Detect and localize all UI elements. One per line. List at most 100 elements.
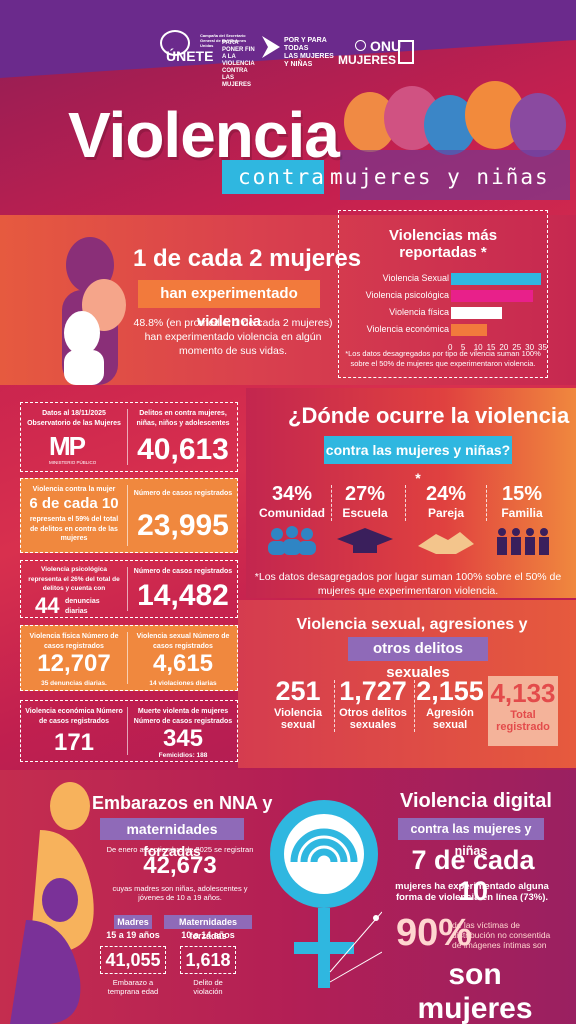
where-separator	[331, 485, 332, 521]
un-emblem-icon	[355, 40, 366, 51]
bar	[451, 273, 541, 285]
maternidades-number: 1,618	[180, 946, 236, 974]
family-icon	[497, 528, 549, 555]
digital-pct: 90%	[396, 912, 473, 954]
where-pct: 34%	[271, 483, 313, 505]
card2-text: representa el 59% del total de delitos e…	[29, 516, 119, 542]
stat-headline: 1 de cada 2 mujeres	[133, 245, 362, 272]
card2-divider	[127, 485, 128, 546]
sexual-pill-label: otros delitos sexuales	[372, 640, 463, 681]
card4-a-label: Violencia física Número de casos registr…	[29, 633, 119, 650]
x-tick-label: 0	[448, 343, 453, 352]
digital-closing: son mujeres	[417, 958, 533, 1024]
card3-label: Violencia psicológica representa el 26% …	[28, 566, 120, 592]
digital-pill-label: contra las mujeres y niñas	[410, 822, 532, 858]
venus-wifi-icon	[270, 800, 382, 988]
card3-daily-number: 44	[35, 593, 60, 618]
x-tick-label: 15	[486, 343, 496, 352]
title-sub-box	[222, 160, 324, 194]
mp-logo-sub: MINISTERIO PÚBLICO	[49, 460, 97, 465]
where-band	[246, 388, 576, 598]
x-tick-label: 35	[538, 343, 547, 352]
onu-logo-line2: MUJERES	[338, 53, 397, 67]
card5-divider	[127, 707, 128, 755]
bottom-band	[0, 770, 576, 1024]
digital-pct-text: de las víctimas de distribución no conse…	[452, 920, 551, 950]
card2-number: 23,995	[137, 509, 229, 542]
card-women: Violencia contra la mujer 6 de cada 10 r…	[20, 478, 238, 553]
card4-b-number: 4,615	[152, 650, 214, 677]
where-title: ¿Dónde ocurre la violencia	[288, 403, 570, 428]
where-label: Familia	[501, 506, 543, 520]
card2-right-label: Número de casos registrados	[133, 490, 233, 497]
madres-sub: Embarazo a temprana edad	[107, 978, 159, 996]
embarazos-number: 42,673	[143, 852, 217, 879]
bar	[451, 307, 503, 319]
where-item-familia: 15% Familia	[484, 483, 560, 561]
where-separator	[486, 485, 487, 521]
where-item-pareja: 24% Pareja	[408, 483, 484, 561]
onu-mujeres-symbol-icon	[398, 40, 414, 64]
sexual-total-number: 4,133	[490, 678, 556, 708]
where-label: Escuela	[342, 506, 388, 520]
women-profile-illustration	[62, 237, 126, 385]
card5-a-label: Violencia económica Número de casos regi…	[25, 708, 123, 725]
header-background	[0, 0, 576, 78]
reported-note: *Los datos desagregados por tipo de vile…	[345, 349, 541, 368]
where-pct: 15%	[501, 483, 543, 505]
where-pct: 27%	[344, 483, 386, 505]
card4-a-number: 12,707	[37, 650, 111, 677]
sexual-label: Agresión sexual	[426, 707, 474, 731]
digital-paragraph: mujeres ha experimentado alguna forma de…	[395, 881, 549, 903]
digital-title: Violencia digital	[400, 790, 552, 812]
embarazos-pill-label: maternidades forzadas	[126, 821, 218, 859]
maternidades-pill: Maternidades forzadas	[164, 915, 252, 941]
bar-label: Violencia psicológica	[365, 290, 449, 300]
unete-logo-sub: Campaña del Secretario General de las Na…	[200, 33, 247, 48]
card-physical-sexual: Violencia física Número de casos registr…	[20, 625, 238, 691]
card3-divider	[127, 567, 128, 611]
card4-b-label: Violencia sexual Número de casos registr…	[136, 633, 230, 650]
logo2-line2: TODAS	[284, 45, 309, 52]
unete-logo-icon	[160, 30, 190, 56]
x-tick-label: 20	[499, 343, 509, 352]
stat-pill: han experimentado violencia	[138, 280, 320, 330]
women-silhouettes-illustration	[340, 81, 570, 200]
reported-violence-box: Violencias más reportadas * Violencia Se…	[338, 210, 548, 378]
sexual-title: Violencia sexual, agresiones y	[296, 616, 528, 633]
sexual-separator	[414, 680, 415, 732]
embarazos-pill: maternidades forzadas	[100, 818, 244, 859]
sexual-item: 2,155 Agresión sexual	[414, 676, 486, 731]
x-tick-label: 5	[460, 343, 466, 352]
card1-divider	[127, 409, 128, 465]
card-economic-femicide: Violencia económica Número de casos regi…	[20, 700, 238, 762]
reported-title: Violencias más reportadas *	[388, 227, 498, 261]
madres-number: 41,055	[100, 946, 166, 974]
logo2-line4: Y NIÑAS	[284, 61, 313, 68]
x-tick-label: 25	[512, 343, 522, 352]
card2-headline: 6 de cada 10	[29, 495, 119, 512]
logo2-line3: LAS MUJERES	[284, 53, 334, 60]
bar-label: Violencia económica	[366, 324, 449, 334]
card-total: Datos al 18/11/2025 Observatorio de las …	[20, 402, 238, 472]
card5-b-label: Muerte violenta de mujeres Número de cas…	[133, 708, 233, 725]
where-label: Pareja	[427, 506, 465, 520]
sexual-pill: otros delitos sexuales	[348, 637, 488, 681]
sexual-label: Otros delitos sexuales	[339, 707, 407, 731]
title-sub-contra: contra	[238, 165, 326, 189]
bar	[451, 290, 534, 302]
digital-pill: contra las mujeres y niñas	[398, 818, 544, 858]
card3-right-label: Número de casos registrados	[133, 568, 233, 575]
graduation-cap-icon	[337, 528, 393, 553]
card1-number: 40,613	[137, 433, 229, 466]
sexual-separator	[334, 680, 335, 732]
card1-source: Observatorio de las Mujeres	[27, 420, 121, 427]
mp-logo: MP	[49, 431, 86, 461]
x-tick-label: 10	[473, 343, 483, 352]
where-note: *Los datos desagregados por lugar suman …	[254, 571, 562, 597]
sexual-number: 251	[275, 676, 321, 706]
madres-pill: Madres	[114, 915, 152, 929]
card5-a-number: 171	[53, 729, 95, 756]
sexual-item: 1,727 Otros delitos sexuales	[336, 676, 410, 731]
